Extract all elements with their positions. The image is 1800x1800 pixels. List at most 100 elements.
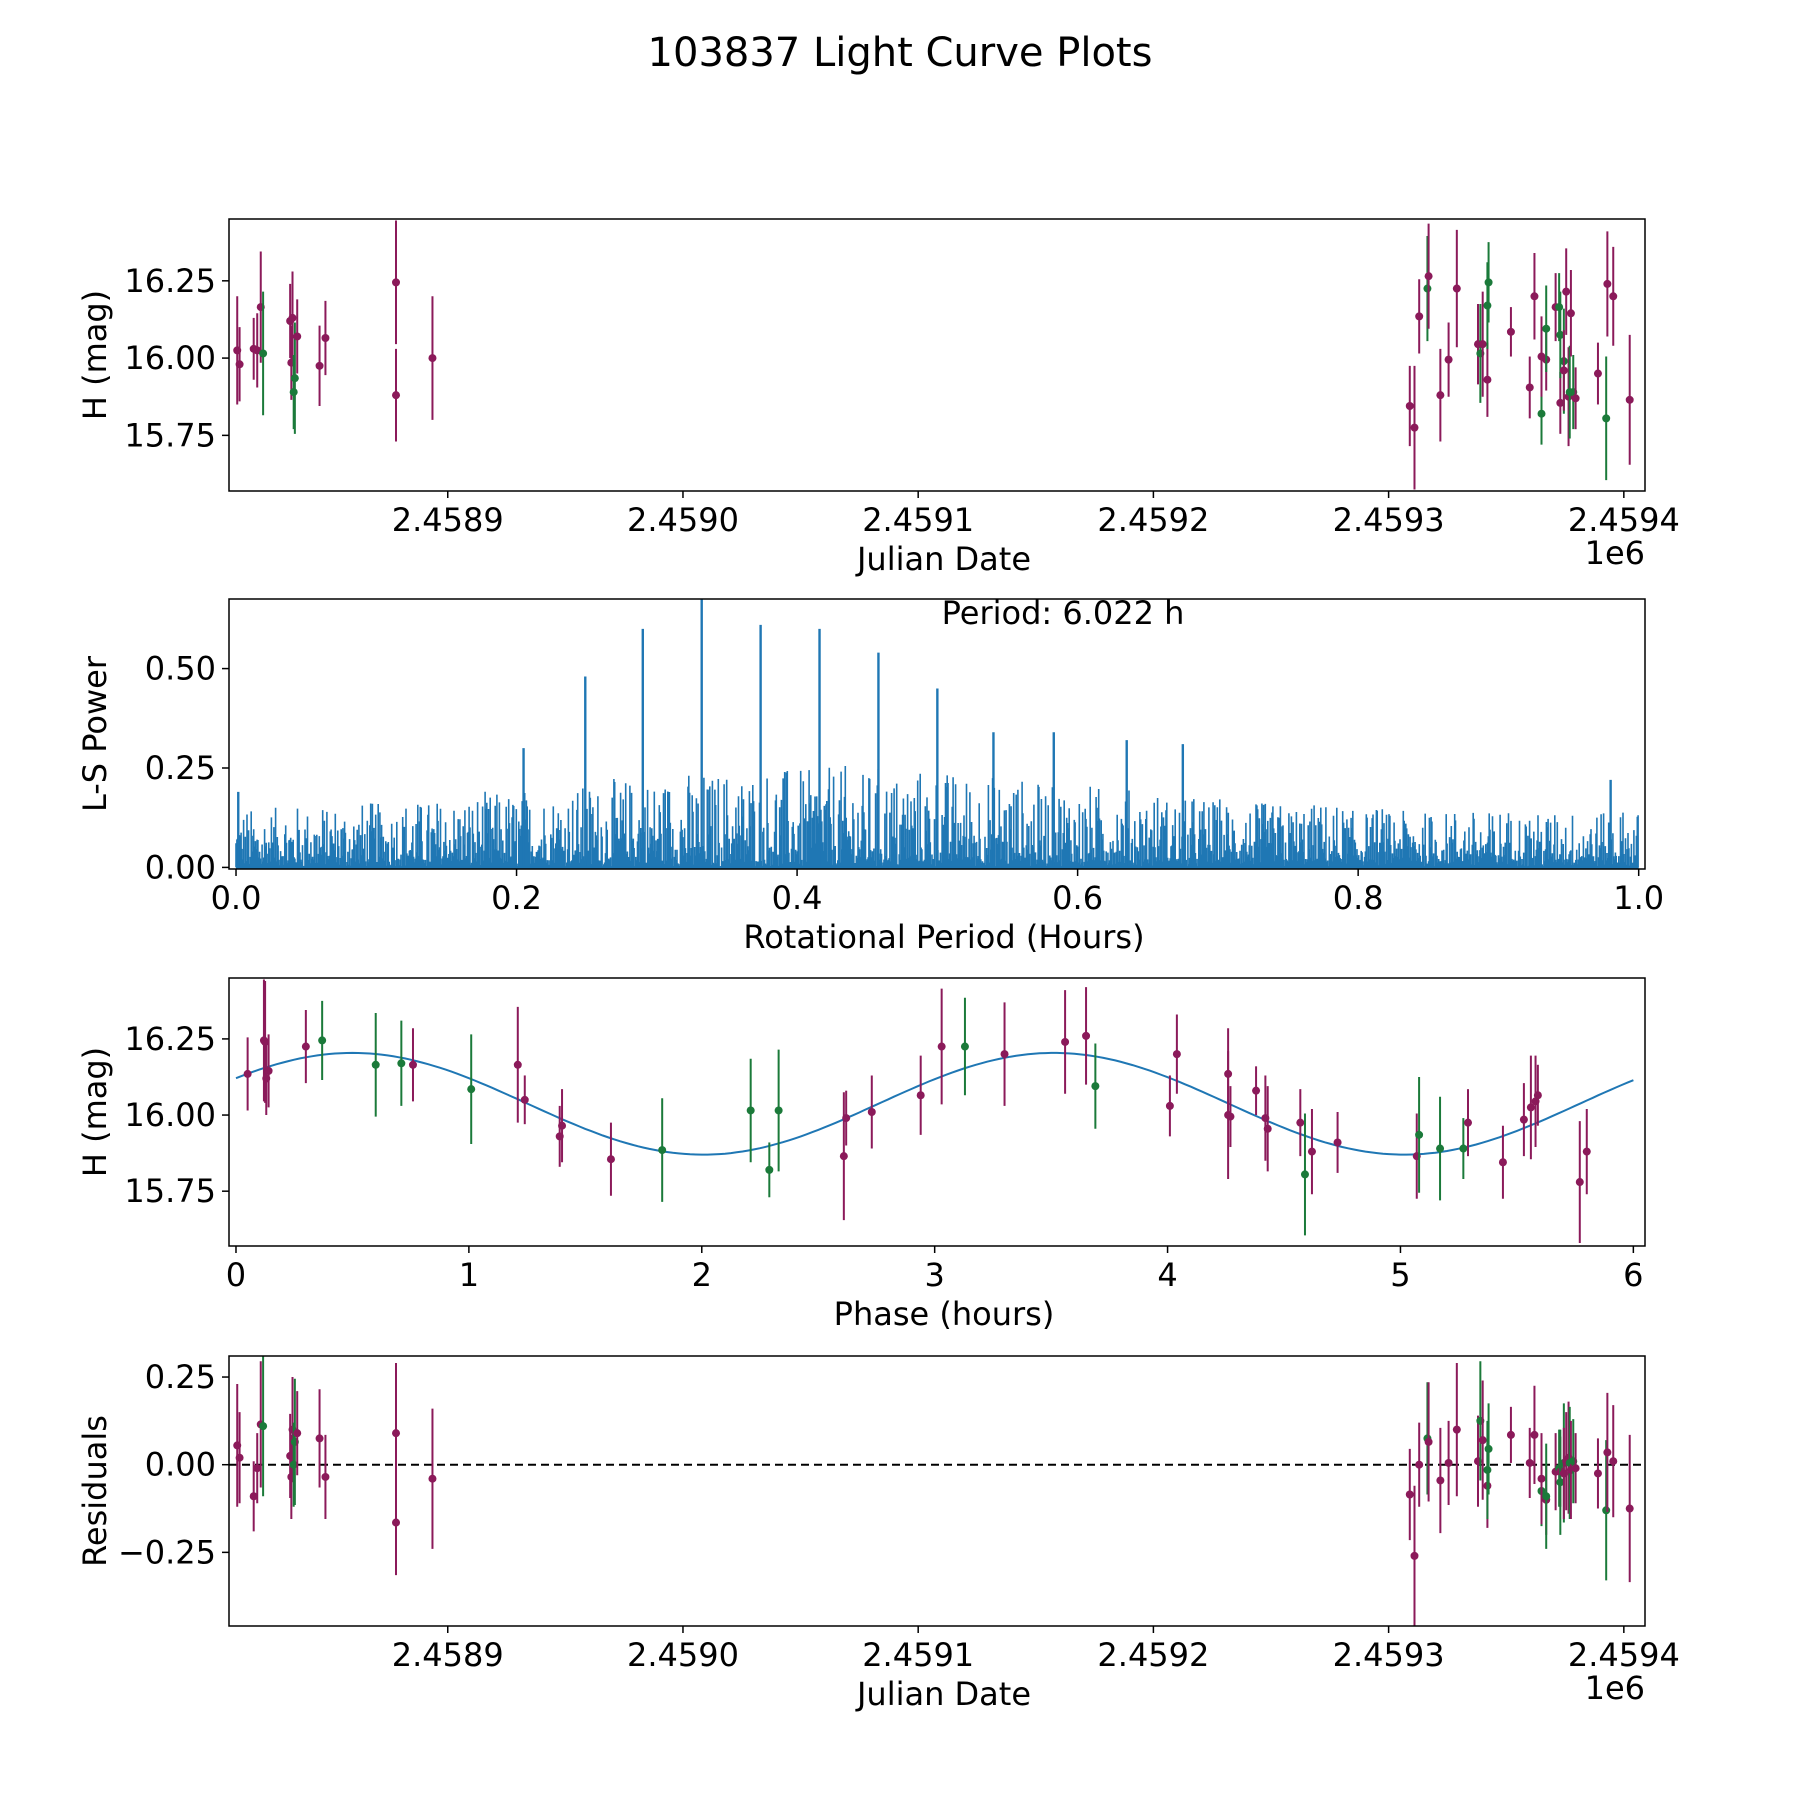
x-axis-label: Rotational Period (Hours) — [743, 918, 1144, 956]
data-point — [1593, 369, 1602, 378]
data-point — [1559, 366, 1568, 375]
data-point — [1602, 414, 1611, 423]
x-axis-label: Julian Date — [855, 1675, 1031, 1713]
data-point — [1556, 330, 1565, 339]
data-point — [1000, 1050, 1009, 1059]
data-point — [1415, 1130, 1424, 1139]
data-point — [1542, 1492, 1551, 1501]
data-point — [765, 1165, 774, 1174]
data-point — [1478, 340, 1487, 349]
data-point — [1172, 1050, 1181, 1059]
axes-frame — [228, 218, 1646, 492]
x-tick-label: 0.8 — [1333, 879, 1384, 917]
data-point — [1530, 292, 1539, 301]
x-tick-label: 1.0 — [1613, 879, 1664, 917]
data-point — [1263, 1124, 1272, 1133]
x-axis-label: Phase (hours) — [834, 1295, 1055, 1333]
data-point — [392, 391, 401, 400]
data-point — [606, 1155, 615, 1164]
data-point — [1483, 375, 1492, 384]
data-point — [1061, 1037, 1070, 1046]
x-tick-label: 0 — [226, 1256, 246, 1294]
data-point — [235, 360, 244, 369]
y-axis-label: L-S Power — [76, 655, 114, 812]
data-point — [1464, 1118, 1472, 1127]
y-tick-label: 0.25 — [145, 1358, 216, 1396]
data-point — [1609, 1457, 1618, 1466]
data-point — [1603, 279, 1612, 288]
data-point — [746, 1106, 755, 1115]
data-point — [1571, 1464, 1580, 1473]
data-points — [243, 979, 1591, 1243]
data-point — [259, 1422, 268, 1431]
data-point — [467, 1085, 476, 1094]
y-tick-label: −0.25 — [118, 1533, 216, 1571]
data-point — [1525, 383, 1534, 392]
data-point — [318, 1036, 327, 1045]
data-point — [1333, 1138, 1342, 1147]
x-tick-label: 0.0 — [211, 879, 262, 917]
data-point — [1424, 272, 1433, 281]
data-point — [288, 313, 297, 322]
x-tick-label: 1 — [459, 1256, 479, 1294]
data-point — [1415, 1460, 1424, 1469]
data-point — [264, 1066, 273, 1075]
data-point — [1525, 1458, 1534, 1467]
data-point — [235, 1453, 244, 1462]
data-point — [1566, 309, 1575, 318]
data-point — [1405, 1490, 1414, 1499]
data-point — [1571, 394, 1580, 403]
subplot-residuals: 2.4589 2.4590 2.4591 2.4592 2.4593 2.4594 −0.2… — [76, 1355, 1680, 1713]
x-tick-label: 6 — [1623, 1256, 1643, 1294]
x-tick-label: 2.4592 — [1097, 1636, 1209, 1674]
data-point — [1483, 301, 1492, 310]
data-point — [1436, 391, 1445, 400]
data-point — [1625, 1504, 1634, 1513]
data-points — [233, 220, 1634, 490]
data-point — [428, 354, 437, 363]
data-point — [1593, 1469, 1602, 1478]
axes-frame — [228, 1355, 1646, 1627]
data-point — [392, 1429, 401, 1438]
data-point — [916, 1091, 925, 1100]
x-tick-label: 0.2 — [491, 879, 542, 917]
data-point — [1300, 1170, 1309, 1179]
data-point — [289, 388, 298, 397]
data-point — [1542, 324, 1551, 333]
x-tick-label: 2.4589 — [392, 1636, 504, 1674]
data-point — [1424, 1437, 1433, 1446]
data-point — [1405, 402, 1414, 410]
data-point — [371, 1060, 380, 1069]
data-point — [558, 1121, 567, 1130]
y-axis-label: H (mag) — [76, 290, 114, 420]
data-point — [243, 1069, 252, 1078]
y-axis-label: H (mag) — [76, 1047, 114, 1177]
subplots: 2.4589 2.4590 2.4591 2.4592 2.4593 2.4594 15.7… — [76, 218, 1680, 1713]
data-point — [293, 1429, 302, 1438]
y-tick-label: 15.75 — [124, 1172, 216, 1210]
data-point — [1452, 1425, 1461, 1434]
data-point — [1498, 1158, 1507, 1167]
periodogram-series — [235, 599, 1639, 869]
data-point — [315, 361, 324, 370]
y-tick-label: 16.25 — [124, 262, 216, 300]
x-tick-label: 2.4594 — [1568, 1636, 1680, 1674]
data-point — [290, 374, 299, 383]
data-point — [1603, 1448, 1612, 1457]
data-point — [1252, 1086, 1261, 1095]
subplot-periodogram: Period: 6.022 h 0.0 0.2 0.4 0.6 0.8 1.0 0.00 0.2… — [76, 594, 1664, 956]
data-point — [1444, 1458, 1453, 1467]
x-tick-label: 2.4593 — [1333, 501, 1445, 539]
data-point — [253, 1464, 262, 1473]
data-point — [1530, 1430, 1539, 1439]
data-point — [1410, 423, 1419, 432]
y-tick-label: 0.00 — [145, 848, 216, 886]
data-point — [1307, 1147, 1316, 1156]
data-point — [253, 346, 262, 355]
data-point — [1459, 1144, 1468, 1153]
data-point — [1410, 1551, 1419, 1560]
data-point — [1556, 1478, 1565, 1487]
data-point — [1436, 1144, 1445, 1153]
y-tick-label: 16.00 — [124, 1096, 216, 1134]
data-point — [315, 1434, 324, 1443]
